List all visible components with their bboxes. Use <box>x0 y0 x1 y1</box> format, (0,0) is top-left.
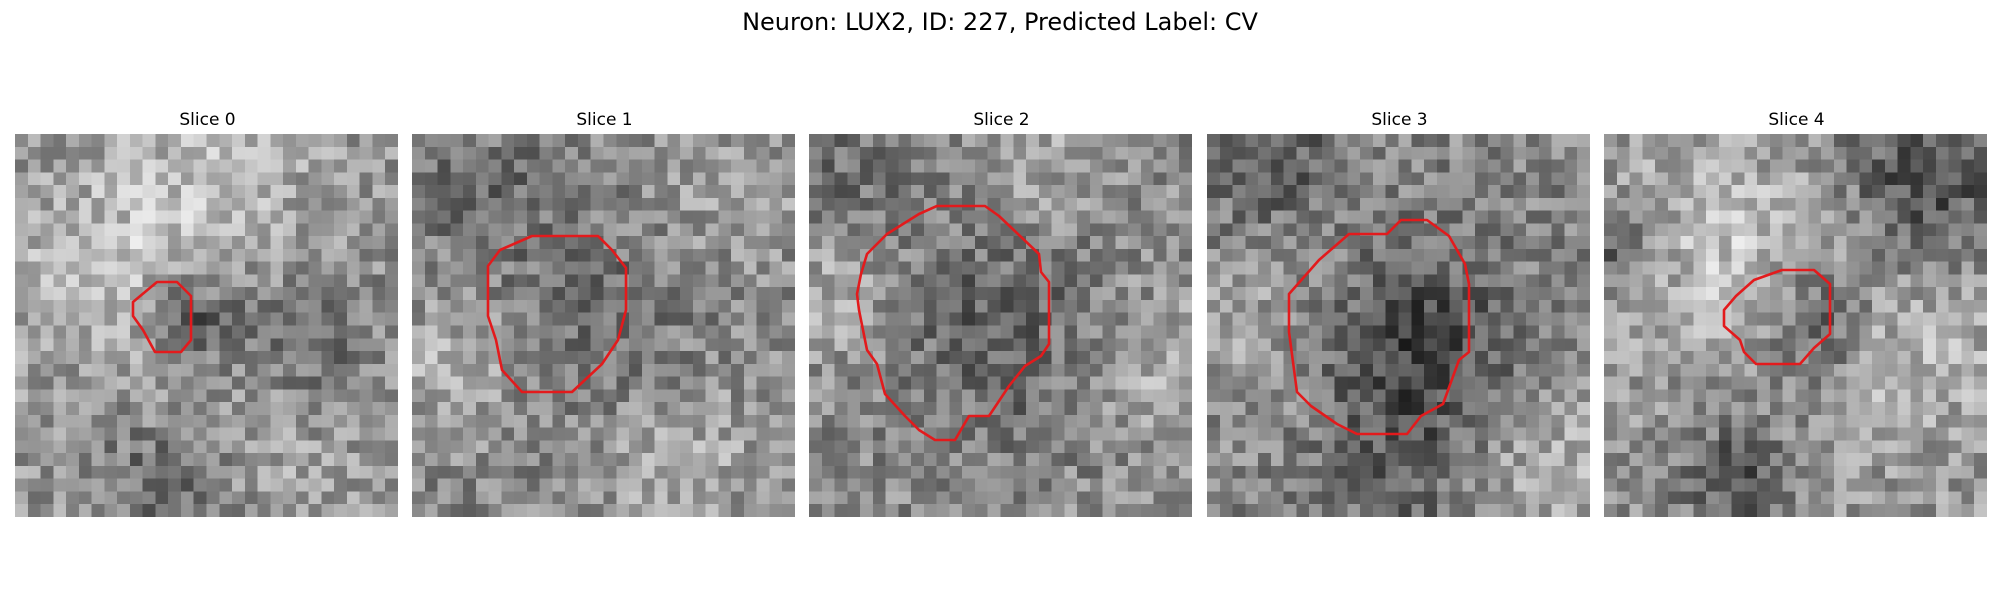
slice-title: Slice 1 <box>576 110 633 130</box>
slice-title: Slice 2 <box>973 110 1030 130</box>
roi-contour <box>486 234 628 394</box>
roi-contour <box>1287 218 1471 436</box>
roi-contour <box>1722 268 1832 366</box>
slice-panel-4: Slice 4 <box>1604 110 1989 517</box>
slice-title: Slice 0 <box>179 110 236 130</box>
slice-image <box>15 134 398 517</box>
slice-panel-2: Slice 2 <box>809 110 1194 517</box>
slice-panel-3: Slice 3 <box>1207 110 1592 517</box>
figure-suptitle: Neuron: LUX2, ID: 227, Predicted Label: … <box>742 8 1258 36</box>
slice-image <box>1207 134 1590 517</box>
slice-panel-0: Slice 0 <box>15 110 400 517</box>
slice-title: Slice 3 <box>1371 110 1428 130</box>
roi-contour <box>855 204 1051 442</box>
slice-image <box>809 134 1192 517</box>
slice-title: Slice 4 <box>1768 110 1825 130</box>
slice-image <box>412 134 795 517</box>
roi-contour <box>131 280 193 354</box>
slice-panel-1: Slice 1 <box>412 110 797 517</box>
slice-image <box>1604 134 1987 517</box>
